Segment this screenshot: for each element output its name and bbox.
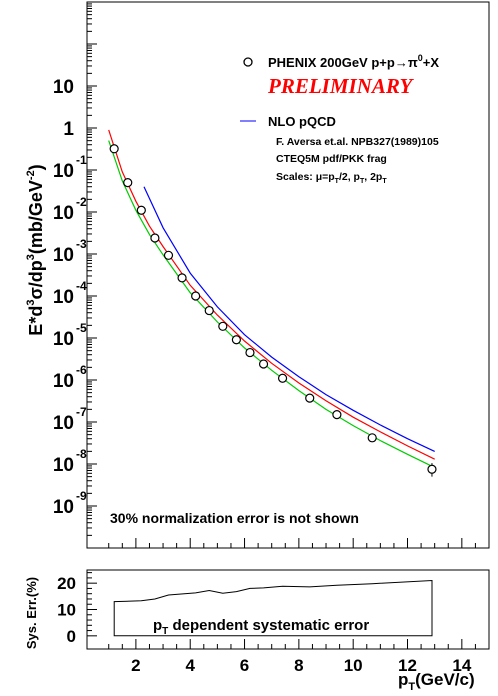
legend-marker-data: [243, 57, 253, 67]
sys-y-axis-label: Sys. Err.(%): [24, 577, 39, 649]
x-tick-label: 14: [452, 656, 471, 675]
y-tick-exponent: -6: [76, 363, 87, 377]
theory-curve: [143, 186, 435, 452]
data-point: [427, 464, 437, 474]
y-tick-label: 10: [53, 371, 74, 392]
normalization-note: 30% normalization error is not shown: [110, 510, 359, 526]
x-axis-label: pT(GeV/c): [398, 670, 475, 693]
y-tick-exponent: -9: [76, 489, 87, 503]
sys-x-ticks: 2 4 6 8 10 12 14: [108, 639, 490, 675]
data-point: [231, 335, 241, 345]
y-tick-label: 10: [53, 161, 74, 182]
legend-pdf: CTEQ5M pdf/PKK frag: [276, 153, 387, 165]
y-tick-label: 10: [53, 413, 74, 434]
y-tick-exponent: -2: [76, 195, 87, 209]
sys-frame: [86, 569, 490, 650]
y-tick-label: 10: [53, 245, 74, 266]
data-point: [332, 410, 342, 420]
legend-theory-label: NLO pQCD: [268, 114, 336, 129]
y-tick-exponent: -8: [76, 447, 87, 461]
y-tick-label: 10: [53, 329, 74, 350]
y-tick-exponent: -7: [76, 405, 87, 419]
y-tick-exponent: -4: [76, 279, 87, 293]
sys-y-tick-label: 0: [67, 627, 76, 646]
x-tick-label: 8: [294, 656, 303, 675]
data-point: [245, 347, 255, 358]
data-point: [109, 144, 119, 154]
main-x-ticks: [108, 538, 490, 548]
legend-scales: Scales: μ=pT/2, pT, 2pT: [276, 171, 387, 185]
data-point: [277, 373, 288, 383]
data-point: [218, 321, 228, 331]
main-frame: [86, 1, 490, 549]
sys-err-panel: 0 10 20 2 4 6 8 10 12 14 Sys. Err.(%) pT depende…: [24, 569, 490, 693]
legend-data-label: PHENIX 200GeV p+p→π0+X: [268, 53, 439, 70]
data-points: [109, 144, 437, 477]
theory-curve: [108, 140, 435, 469]
data-point: [258, 359, 269, 369]
y-tick-label: 1: [63, 119, 74, 140]
x-tick-label: 12: [398, 656, 417, 675]
data-point: [204, 305, 214, 316]
y-tick-label: 10: [53, 287, 74, 308]
x-tick-label: 10: [344, 656, 363, 675]
x-tick-label: 2: [131, 656, 140, 675]
main-y-axis-label: E*d3σ/dp3(mb/GeV-2): [25, 164, 46, 335]
y-tick-label: 10: [53, 455, 74, 476]
y-tick-label: 10: [53, 497, 74, 518]
data-point: [191, 291, 201, 301]
y-tick-exponent: -3: [76, 237, 87, 251]
data-point: [305, 393, 315, 403]
data-point: [177, 273, 187, 283]
preliminary-label: PRELIMINARY: [267, 74, 414, 98]
y-tick-label: 10: [53, 203, 74, 224]
legend: PHENIX 200GeV p+p→π0+X PRELIMINARY NLO p…: [240, 53, 439, 185]
data-point: [150, 233, 160, 243]
y-tick-exponent: -1: [76, 153, 87, 167]
data-point: [123, 178, 133, 188]
sys-annotation: pT dependent systematic error: [153, 617, 369, 637]
sys-y-tick-label: 20: [57, 574, 76, 593]
x-tick-label: 6: [240, 656, 249, 675]
legend-ref: F. Aversa et.al. NPB327(1989)105: [276, 136, 439, 148]
data-point: [367, 433, 377, 443]
y-tick-label: 10: [53, 77, 74, 98]
x-tick-label: 4: [185, 656, 195, 675]
sys-y-tick-label: 10: [57, 601, 76, 620]
sys-err-band: [113, 579, 433, 637]
main-panel: 10110-110-210-310-410-510-610-710-810-9 …: [25, 1, 490, 549]
sys-y-ticks: 0 10 20: [57, 572, 97, 646]
data-point: [136, 205, 146, 215]
y-tick-exponent: -5: [76, 321, 87, 335]
data-point: [163, 250, 174, 260]
